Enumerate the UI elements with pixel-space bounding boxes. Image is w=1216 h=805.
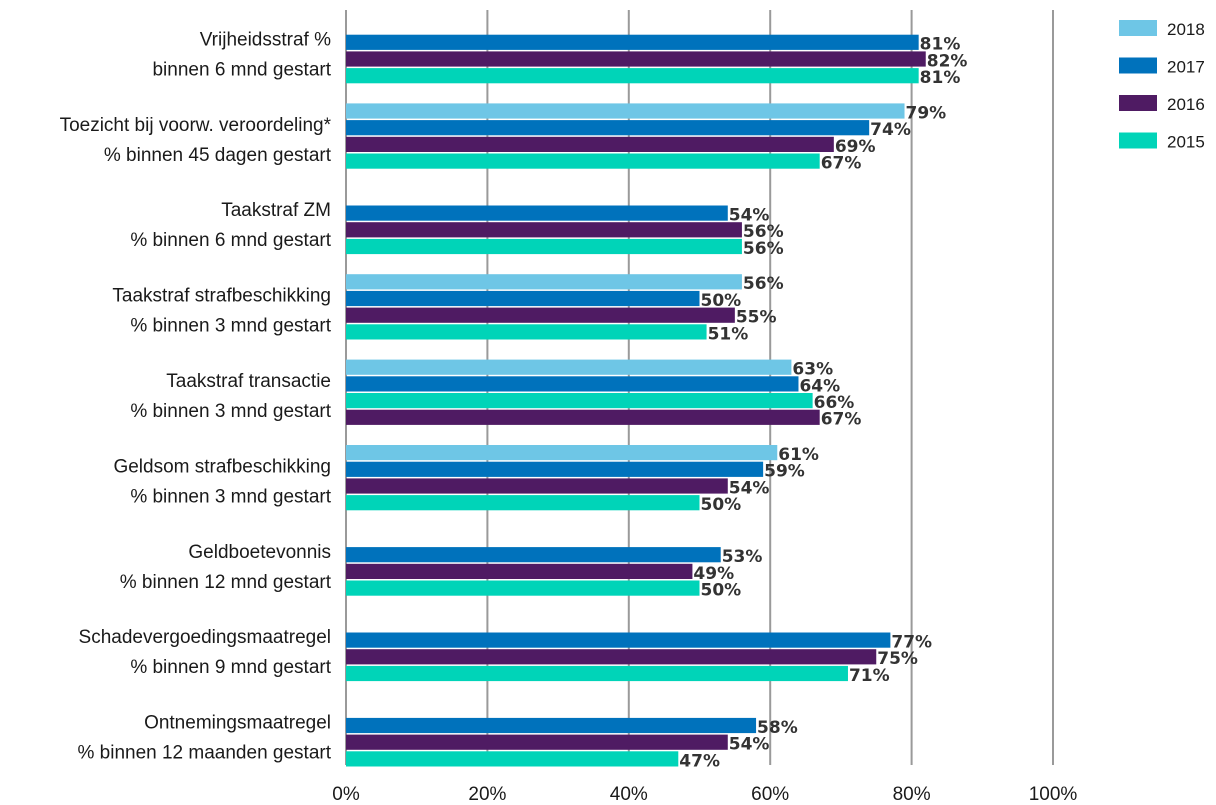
- bar-2018: [346, 103, 905, 119]
- bar-2016: [346, 649, 877, 665]
- bar-2015: [346, 751, 679, 767]
- x-axis-tick-labels: 0% 20% 40% 60% 80% 100%: [332, 784, 1077, 805]
- value-label: 81%: [920, 35, 961, 55]
- value-label: 58%: [757, 718, 798, 738]
- value-label: 50%: [701, 581, 742, 601]
- bar-2018: [346, 359, 792, 375]
- bar-2015: [346, 68, 919, 84]
- value-label: 74%: [870, 120, 911, 140]
- bar-2016: [346, 409, 820, 425]
- bars: 81%82%81%79%74%69%67%54%56%56%56%50%55%5…: [346, 34, 968, 771]
- category-labels: Vrijheidsstraf % binnen 6 mnd gestart Toez…: [60, 29, 332, 763]
- value-label: 67%: [821, 154, 862, 174]
- x-tick-label: 60%: [751, 784, 789, 805]
- category-label: Geldboetevonnis: [188, 542, 331, 563]
- legend-entry: 2015: [1167, 133, 1205, 152]
- legend-swatch-2016: [1119, 95, 1157, 111]
- bar-2016: [346, 478, 728, 494]
- category-label: % binnen 6 mnd gestart: [130, 230, 331, 251]
- category-label: Ontnemingsmaatregel: [144, 713, 331, 734]
- bar-2015: [346, 495, 700, 511]
- value-label: 54%: [729, 206, 770, 226]
- category-label: % binnen 9 mnd gestart: [130, 657, 331, 678]
- bar-2015: [346, 153, 820, 169]
- bar-2017: [346, 205, 728, 221]
- bar-2016: [346, 307, 735, 323]
- value-label: 81%: [920, 68, 961, 88]
- category-label: % binnen 12 maanden gestart: [77, 743, 331, 764]
- category-label: Taakstraf transactie: [166, 371, 331, 392]
- value-label: 56%: [743, 222, 784, 242]
- category-label: Taakstraf ZM: [221, 200, 331, 221]
- bar-2017: [346, 461, 764, 477]
- category-label: % binnen 3 mnd gestart: [130, 316, 331, 337]
- legend-swatch-2017: [1119, 57, 1157, 74]
- value-label: 54%: [729, 735, 770, 755]
- category-label: Geldsom strafbeschikking: [113, 456, 331, 477]
- bar-2018: [346, 274, 742, 290]
- bar-2016: [346, 734, 728, 750]
- category-label: % binnen 12 mnd gestart: [120, 572, 332, 593]
- bar-2017: [346, 34, 919, 50]
- category-label: binnen 6 mnd gestart: [152, 59, 331, 80]
- bar-2017: [346, 717, 757, 734]
- value-label: 49%: [693, 564, 734, 584]
- bar-2016: [346, 563, 693, 579]
- value-label: 50%: [701, 291, 742, 311]
- value-label: 54%: [729, 478, 770, 498]
- legend-entry: 2017: [1167, 58, 1205, 77]
- category-label: Taakstraf strafbeschikking: [112, 286, 331, 307]
- value-label: 59%: [764, 462, 805, 482]
- bar-2016: [346, 51, 926, 67]
- bar-2016: [346, 222, 742, 238]
- category-label: % binnen 3 mnd gestart: [130, 401, 331, 422]
- bar-2017: [346, 547, 721, 563]
- category-label: % binnen 45 dagen gestart: [104, 145, 332, 166]
- value-label: 63%: [792, 360, 833, 380]
- value-label: 56%: [743, 239, 784, 259]
- legend-swatch-2018: [1119, 20, 1157, 36]
- value-label: 75%: [877, 649, 918, 669]
- bar-2015: [346, 238, 742, 255]
- value-label: 47%: [679, 751, 720, 771]
- bar-2016: [346, 136, 834, 152]
- bar-2017: [346, 376, 799, 392]
- x-tick-label: 0%: [332, 784, 360, 805]
- bar-2017: [346, 120, 870, 136]
- category-label: % binnen 3 mnd gestart: [130, 486, 331, 507]
- category-label: Schadevergoedingsmaatregel: [79, 627, 331, 648]
- value-label: 61%: [778, 445, 819, 465]
- bar-2017: [346, 632, 891, 648]
- category-label: Vrijheidsstraf %: [200, 29, 331, 50]
- legend-entry: 2016: [1167, 95, 1205, 114]
- bar-2015: [346, 393, 813, 409]
- value-label: 82%: [927, 51, 968, 71]
- x-tick-label: 80%: [893, 784, 931, 805]
- value-label: 55%: [736, 308, 777, 328]
- value-label: 51%: [708, 324, 749, 344]
- x-tick-label: 100%: [1029, 784, 1078, 805]
- x-tick-label: 20%: [468, 784, 506, 805]
- value-label: 69%: [835, 137, 876, 157]
- bar-2018: [346, 445, 778, 461]
- legend: 2018 2017 2016 2015: [1119, 20, 1205, 152]
- bar-2015: [346, 665, 848, 682]
- value-label: 66%: [814, 393, 855, 413]
- legend-entry: 2018: [1167, 20, 1205, 39]
- category-label: Toezicht bij voorw. veroordeling*: [60, 115, 332, 136]
- value-label: 56%: [743, 274, 784, 294]
- bar-2017: [346, 290, 700, 307]
- value-label: 50%: [701, 495, 742, 515]
- value-label: 79%: [906, 103, 947, 123]
- x-tick-label: 40%: [610, 784, 648, 805]
- value-label: 53%: [722, 547, 763, 567]
- value-label: 77%: [891, 633, 932, 653]
- legend-swatch-2015: [1119, 132, 1157, 149]
- value-label: 67%: [821, 410, 862, 430]
- value-label: 71%: [849, 666, 890, 686]
- bar-2015: [346, 580, 700, 596]
- bar-2015: [346, 324, 707, 340]
- value-label: 64%: [799, 376, 840, 396]
